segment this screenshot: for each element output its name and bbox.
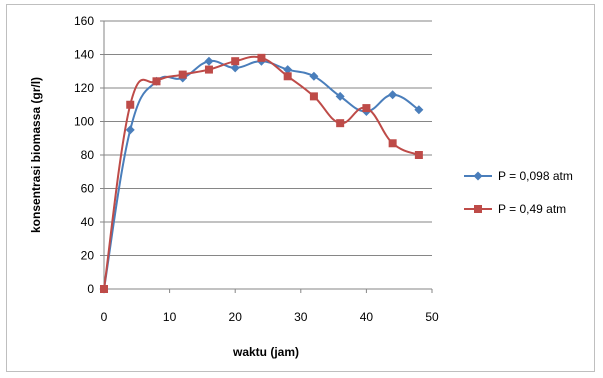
series-line	[103, 59, 420, 290]
x-tick-labels: 0 10 20 30 40 50	[101, 310, 439, 324]
x-tick-label: 40	[360, 310, 374, 324]
x-axis-title: waktu (jam)	[232, 345, 299, 359]
y-tick-label: 80	[81, 148, 95, 162]
y-tick-labels: 0 20 40 60 80 100 120 140 160	[74, 14, 94, 296]
data-point	[204, 56, 214, 66]
data-point	[100, 285, 108, 293]
y-axis-title: konsentrasi biomassa (gr/l)	[29, 77, 43, 233]
y-tick-label: 100	[74, 115, 94, 129]
data-point	[362, 104, 371, 113]
data-point	[309, 92, 318, 101]
x-tick-label: 50	[425, 310, 439, 324]
data-point	[230, 63, 240, 73]
legend-item: P = 0,098 atm	[464, 169, 573, 183]
data-point	[204, 65, 213, 74]
legend-label: P = 0,098 atm	[498, 169, 573, 183]
data-point	[283, 65, 293, 75]
series-2	[100, 53, 423, 293]
series-1	[99, 56, 424, 294]
data-point	[152, 77, 161, 86]
data-point	[283, 72, 292, 81]
legend-marker	[473, 171, 483, 181]
data-point	[388, 90, 398, 100]
x-tick-label: 10	[163, 310, 177, 324]
legend: P = 0,098 atm P = 0,49 atm	[464, 169, 573, 216]
y-tick-label: 140	[74, 48, 94, 62]
data-point	[388, 139, 397, 148]
series-line	[103, 55, 420, 290]
gridlines	[104, 20, 432, 256]
legend-item: P = 0,49 atm	[464, 202, 566, 216]
data-point	[231, 57, 240, 66]
legend-label: P = 0,49 atm	[498, 202, 566, 216]
y-tick-label: 20	[81, 249, 95, 263]
data-point	[335, 91, 345, 101]
series-group	[99, 53, 424, 294]
data-point	[257, 53, 266, 62]
y-tick-label: 60	[81, 182, 95, 196]
x-tick-label: 30	[294, 310, 308, 324]
data-point	[336, 119, 345, 128]
legend-marker	[474, 205, 482, 213]
data-point	[414, 105, 424, 115]
x-tick-label: 20	[229, 310, 243, 324]
data-point	[126, 100, 135, 109]
data-point	[309, 71, 319, 81]
y-tick-label: 0	[87, 282, 94, 296]
data-point	[414, 151, 423, 159]
y-tick-label: 120	[74, 81, 94, 95]
data-point	[125, 125, 135, 135]
x-tick-label: 0	[101, 310, 108, 324]
y-tick-label: 40	[81, 215, 95, 229]
y-tick-label: 160	[74, 14, 94, 28]
data-point	[178, 70, 187, 79]
